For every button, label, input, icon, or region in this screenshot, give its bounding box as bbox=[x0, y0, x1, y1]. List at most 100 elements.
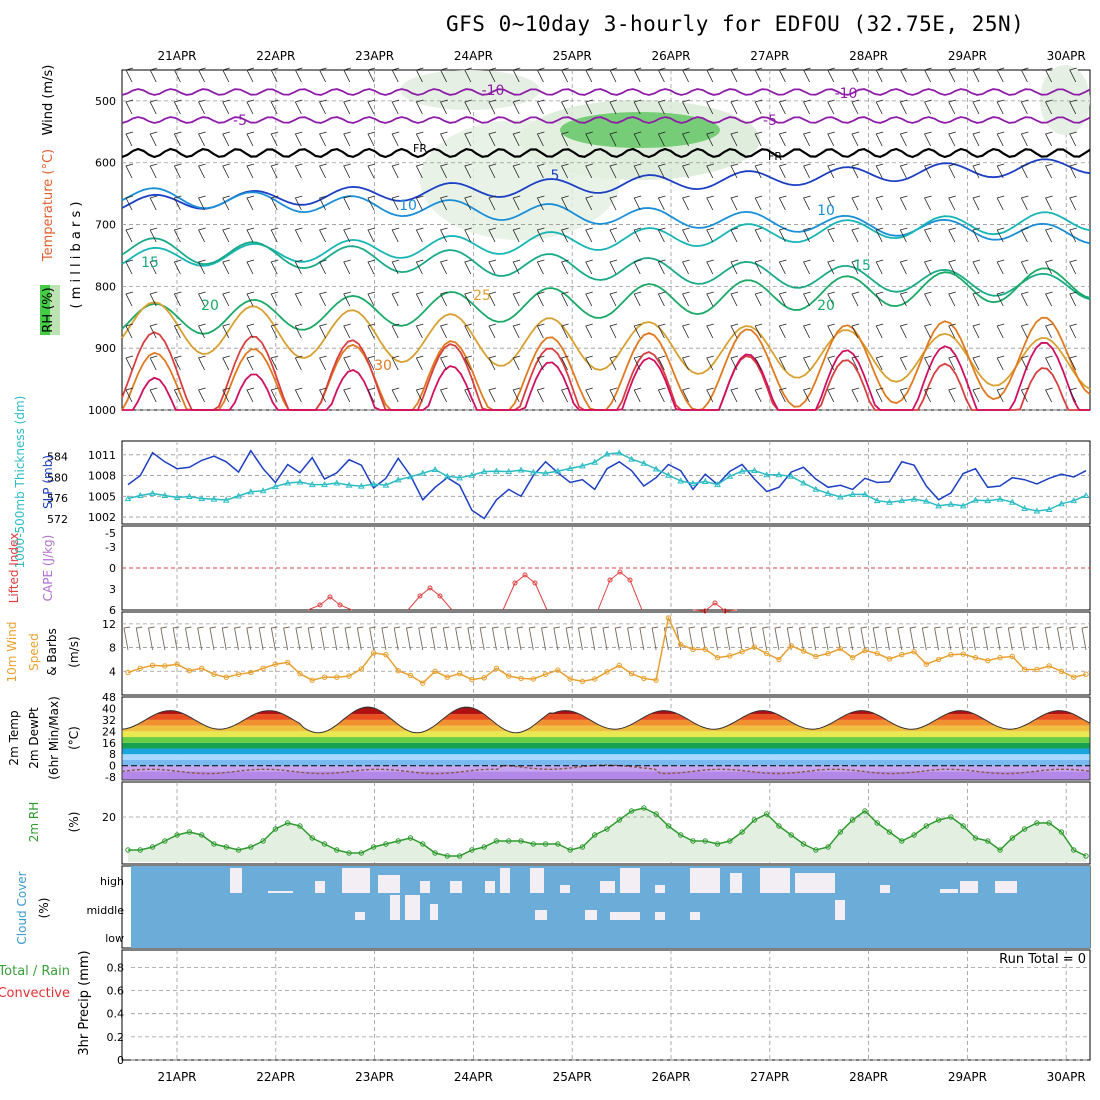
wind-speed-line-point bbox=[518, 675, 524, 682]
wind-barb bbox=[198, 355, 206, 371]
wind-speed-line-point bbox=[592, 676, 598, 682]
wind-barb bbox=[319, 227, 327, 243]
isotherm-label: 20 bbox=[201, 298, 219, 314]
wind-speed-line-point bbox=[677, 641, 684, 648]
wind-barb bbox=[561, 387, 569, 403]
lifted-index-point bbox=[522, 572, 528, 578]
wind-barb-10m bbox=[872, 626, 880, 651]
wind-barb bbox=[149, 195, 158, 211]
wind-speed-line-point bbox=[1034, 666, 1040, 673]
wind-barb bbox=[367, 195, 376, 211]
wind-barb bbox=[270, 131, 279, 147]
wind-barb bbox=[222, 227, 230, 243]
wind-speed-line-point bbox=[628, 670, 635, 677]
rh-tick-label: 20 bbox=[102, 811, 116, 824]
rh-line-point bbox=[555, 841, 561, 847]
wind-speed-line-point bbox=[444, 674, 451, 680]
wind-barb bbox=[730, 355, 739, 371]
temp-band bbox=[122, 771, 1090, 780]
wind-speed-line-point bbox=[899, 651, 905, 658]
wind-barb bbox=[730, 99, 739, 115]
wind-barb bbox=[367, 227, 376, 243]
wind-speed-line-point bbox=[174, 661, 180, 667]
wind-barb bbox=[319, 131, 327, 147]
date-label-top: 21APR bbox=[157, 49, 196, 63]
wind-speed-line-point bbox=[997, 654, 1003, 661]
wind-barb bbox=[1045, 259, 1053, 275]
wind-barb bbox=[415, 99, 424, 115]
wind-barb bbox=[246, 227, 255, 243]
wind-barb-10m bbox=[1069, 626, 1076, 651]
wind-barb bbox=[585, 99, 593, 115]
wind-barb bbox=[1020, 99, 1029, 115]
wind-barb bbox=[319, 323, 327, 339]
wind-barb bbox=[173, 259, 182, 275]
wind-barb bbox=[198, 131, 206, 147]
lifted-index-point bbox=[722, 608, 728, 614]
wind-barb-10m bbox=[663, 626, 671, 651]
rh-line-point bbox=[800, 841, 807, 847]
thickness-line-point bbox=[149, 489, 156, 496]
rh-line-point bbox=[1083, 853, 1089, 859]
lifted-index-line bbox=[692, 602, 738, 612]
rh-line-point bbox=[813, 847, 819, 853]
wind-speed-line-point bbox=[837, 646, 844, 652]
wind-barb-10m bbox=[786, 626, 794, 651]
thickness-line-point bbox=[1082, 491, 1090, 498]
wind-barb bbox=[948, 387, 956, 403]
wind-barb bbox=[1045, 131, 1053, 147]
wind-tick-label: 8 bbox=[109, 642, 116, 655]
wind-barb bbox=[536, 291, 545, 307]
wind-barb bbox=[367, 163, 376, 179]
date-label-top: 28APR bbox=[849, 49, 888, 63]
thickness-line-point bbox=[652, 465, 660, 472]
thickness-line bbox=[127, 452, 1087, 512]
dewpt-axis-label: 2m DewPt bbox=[27, 707, 41, 769]
wind-barb bbox=[827, 227, 835, 243]
wind-barb bbox=[609, 195, 618, 211]
cloud-high-cell bbox=[795, 873, 835, 893]
wind-barb bbox=[1069, 291, 1077, 307]
wind-barb bbox=[924, 195, 932, 211]
wind-barb bbox=[706, 355, 714, 371]
rh-line-point bbox=[506, 838, 512, 844]
wind-barb bbox=[415, 387, 424, 403]
wind-barb bbox=[561, 195, 569, 211]
wind-barb bbox=[294, 259, 303, 275]
wind-barb bbox=[149, 227, 158, 243]
thickness-tick-label: 580 bbox=[47, 471, 68, 484]
wind-speed-line-point bbox=[776, 656, 782, 663]
wind-barb bbox=[682, 99, 690, 115]
wind-speed-line-point bbox=[960, 651, 966, 657]
wind-barb bbox=[415, 131, 424, 147]
rh-line-point bbox=[972, 835, 979, 841]
wind-barb bbox=[149, 323, 158, 339]
wind-barb bbox=[778, 163, 787, 179]
cloud-high-cell bbox=[268, 891, 293, 893]
wind-speed-line-point bbox=[714, 654, 721, 661]
wind-barb-10m bbox=[1081, 626, 1089, 651]
wind-speed-line-point bbox=[211, 671, 217, 677]
temp-band bbox=[122, 725, 1090, 732]
cloud-mid-cell bbox=[430, 904, 438, 920]
lifted-index-line bbox=[502, 574, 548, 611]
cloud-high-cell bbox=[315, 881, 325, 893]
wind-barb bbox=[319, 387, 327, 403]
wind-barb bbox=[633, 259, 642, 275]
wind-barb bbox=[754, 227, 763, 243]
li-tick-label: 0 bbox=[109, 562, 116, 575]
wind-barb bbox=[464, 195, 472, 211]
wind-barb bbox=[391, 131, 400, 147]
wind-barb bbox=[851, 195, 860, 211]
wind-barb bbox=[536, 195, 545, 211]
wind-barb bbox=[706, 195, 714, 211]
wind-barb bbox=[246, 195, 255, 211]
temp-tick-label: 32 bbox=[102, 714, 116, 727]
temp-outline bbox=[121, 706, 1091, 781]
temp-tick-label: 40 bbox=[102, 702, 116, 715]
wind-barb bbox=[803, 355, 811, 371]
rh-line-point bbox=[370, 844, 377, 850]
wind-barb bbox=[536, 99, 545, 115]
wind-barb bbox=[803, 67, 811, 83]
wind-barb-10m bbox=[270, 626, 278, 651]
